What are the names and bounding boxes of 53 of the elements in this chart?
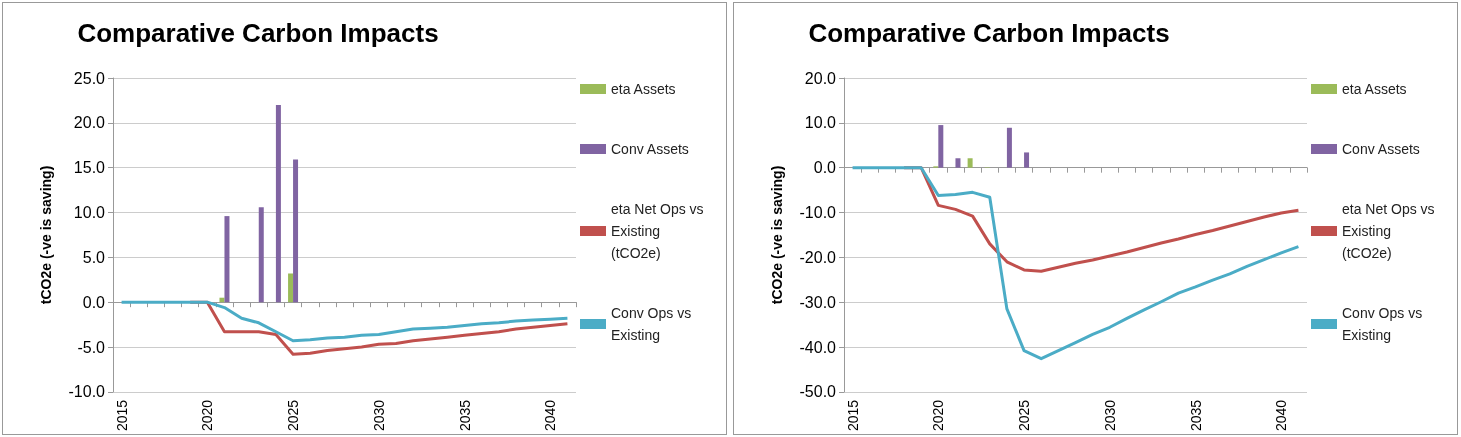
y-tick-label: 25.0 xyxy=(73,69,106,87)
legend-label: eta Net Ops vs Existing (tCO2e) xyxy=(611,201,708,261)
y-tick-label: 0.0 xyxy=(82,293,106,311)
legend-label: eta Net Ops vs Existing (tCO2e) xyxy=(1342,201,1439,261)
x-tick-label: 2040 xyxy=(1273,399,1290,432)
bar xyxy=(938,125,944,168)
y-tick-label: -40.0 xyxy=(799,338,837,356)
chart-title: Comparative Carbon Impacts xyxy=(808,18,1170,48)
y-tick-label: -20.0 xyxy=(799,248,837,266)
line-series xyxy=(851,166,1300,361)
bar xyxy=(275,104,281,303)
x-tick-label: 2015 xyxy=(844,399,861,432)
x-tick-label: 2015 xyxy=(113,399,130,432)
legend-label: eta Assets xyxy=(1342,81,1407,97)
y-tick-label: -5.0 xyxy=(77,338,106,356)
y-tick-label: -50.0 xyxy=(799,383,837,401)
legend-label: Conv Assets xyxy=(611,141,689,157)
y-tick-label: 10.0 xyxy=(73,204,106,222)
y-tick-label: 5.0 xyxy=(82,248,106,266)
y-tick-label: 20.0 xyxy=(73,114,106,132)
bar xyxy=(219,297,225,303)
x-tick-label: 2040 xyxy=(542,399,559,432)
y-tick-label: 20.0 xyxy=(804,69,837,87)
x-tick-label: 2020 xyxy=(199,399,216,432)
y-tick-label: -10.0 xyxy=(68,383,106,401)
x-tick-label: 2025 xyxy=(1016,399,1033,432)
y-tick-label: 15.0 xyxy=(73,159,106,177)
legend-label: Conv Ops vs Existing xyxy=(1342,305,1427,343)
y-tick-label: -10.0 xyxy=(799,204,837,222)
bar xyxy=(955,158,961,168)
y-axis-title: tCO2e (-ve is saving) xyxy=(38,165,54,305)
line-series xyxy=(120,300,569,343)
y-tick-label: -30.0 xyxy=(799,293,837,311)
chart-title: Comparative Carbon Impacts xyxy=(77,18,439,48)
bar xyxy=(1006,127,1012,168)
x-tick-label: 2025 xyxy=(285,399,302,432)
legend-label: Conv Assets xyxy=(1342,141,1420,157)
bar xyxy=(288,273,294,303)
bar xyxy=(224,216,230,303)
legend-label: Conv Ops vs Existing xyxy=(611,305,696,343)
bar xyxy=(258,207,264,303)
x-tick-label: 2020 xyxy=(930,399,947,432)
y-axis-title: tCO2e (-ve is saving) xyxy=(769,165,785,305)
y-tick-label: 0.0 xyxy=(813,159,837,177)
x-tick-label: 2030 xyxy=(370,399,387,432)
x-tick-label: 2035 xyxy=(456,399,473,432)
bar xyxy=(293,159,299,303)
y-tick-label: 10.0 xyxy=(804,114,837,132)
bar xyxy=(1024,152,1030,168)
x-tick-label: 2035 xyxy=(1187,399,1204,432)
x-tick-label: 2030 xyxy=(1101,399,1118,432)
legend-label: eta Assets xyxy=(611,81,676,97)
bar xyxy=(967,158,973,168)
